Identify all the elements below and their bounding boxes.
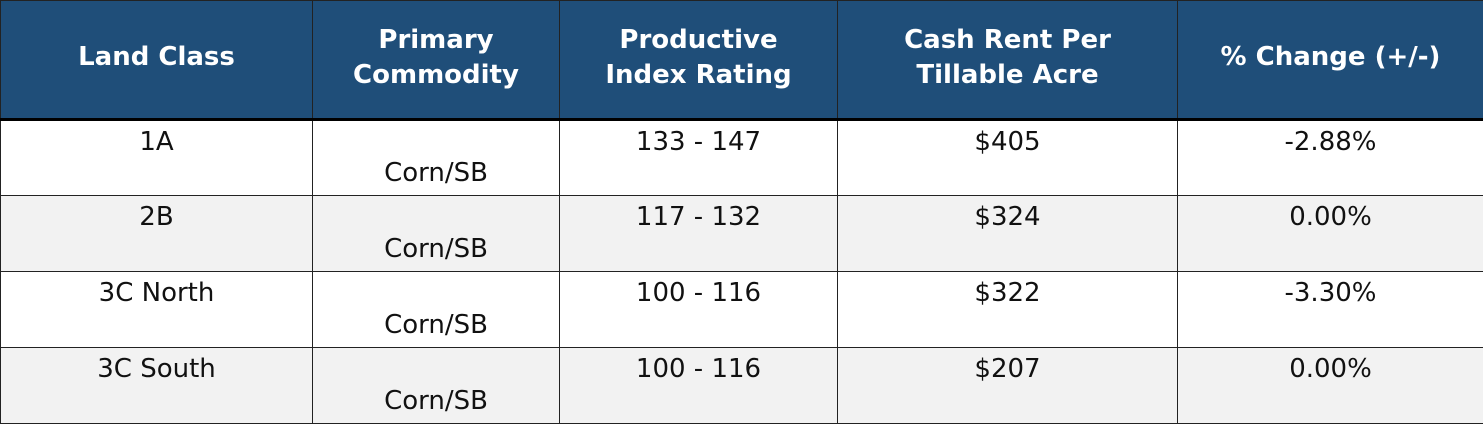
table-row: 2B Corn/SB 117 - 132 $324 0.00% xyxy=(1,196,1483,272)
cell-index-rating: 100 - 116 xyxy=(560,272,838,348)
cell-index-rating: 100 - 116 xyxy=(560,348,838,424)
table-body: 1A Corn/SB 133 - 147 $405 -2.88% 2B Corn… xyxy=(1,120,1483,424)
cell-index-rating: 117 - 132 xyxy=(560,196,838,272)
cell-commodity: Corn/SB xyxy=(313,196,560,272)
cell-cash-rent: $207 xyxy=(838,348,1178,424)
cell-cash-rent: $322 xyxy=(838,272,1178,348)
table-row: 3C North Corn/SB 100 - 116 $322 -3.30% xyxy=(1,272,1483,348)
cell-commodity: Corn/SB xyxy=(313,272,560,348)
table-row: 3C South Corn/SB 100 - 116 $207 0.00% xyxy=(1,348,1483,424)
cell-cash-rent: $324 xyxy=(838,196,1178,272)
header-cash-rent: Cash Rent Per Tillable Acre xyxy=(838,1,1178,120)
header-row: Land Class Primary Commodity Productive … xyxy=(1,1,1483,120)
header-percent-change: % Change (+/-) xyxy=(1178,1,1483,120)
header-primary-commodity: Primary Commodity xyxy=(313,1,560,120)
cell-commodity: Corn/SB xyxy=(313,348,560,424)
cell-land-class: 1A xyxy=(1,120,313,196)
cell-commodity: Corn/SB xyxy=(313,120,560,196)
table-header: Land Class Primary Commodity Productive … xyxy=(1,1,1483,120)
cell-percent-change: -3.30% xyxy=(1178,272,1483,348)
cell-cash-rent: $405 xyxy=(838,120,1178,196)
cell-land-class: 3C South xyxy=(1,348,313,424)
cell-land-class: 3C North xyxy=(1,272,313,348)
cell-land-class: 2B xyxy=(1,196,313,272)
cell-percent-change: 0.00% xyxy=(1178,196,1483,272)
cell-percent-change: -2.88% xyxy=(1178,120,1483,196)
cell-percent-change: 0.00% xyxy=(1178,348,1483,424)
cell-index-rating: 133 - 147 xyxy=(560,120,838,196)
table-row: 1A Corn/SB 133 - 147 $405 -2.88% xyxy=(1,120,1483,196)
header-productive-index-rating: Productive Index Rating xyxy=(560,1,838,120)
header-land-class: Land Class xyxy=(1,1,313,120)
